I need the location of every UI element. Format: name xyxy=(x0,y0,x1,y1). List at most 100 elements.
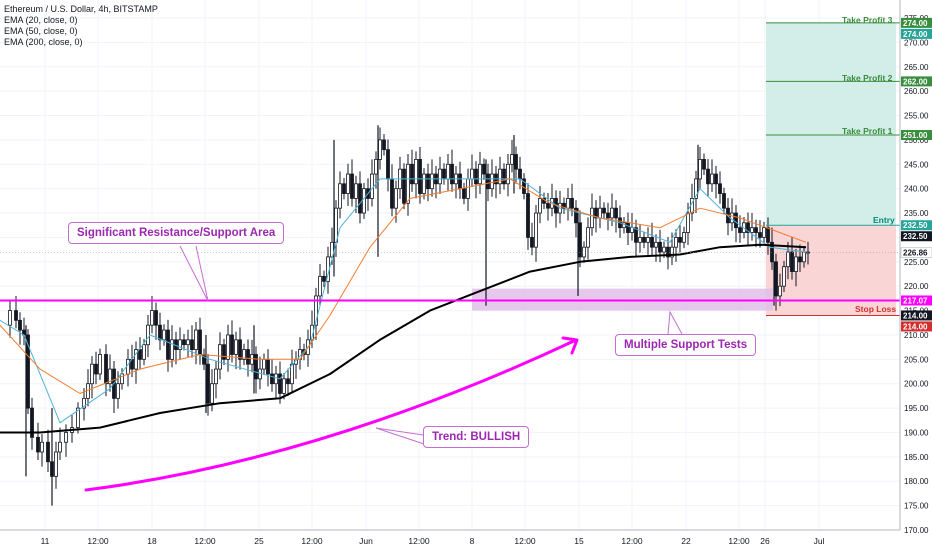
candle-body xyxy=(138,349,142,360)
candle-body xyxy=(478,163,482,185)
price-tag-dark: 232.50 xyxy=(901,231,932,242)
candle-body xyxy=(338,183,342,209)
candle-body xyxy=(314,295,318,326)
candle-body xyxy=(374,159,378,175)
price-tick-label: 245.00 xyxy=(904,160,929,169)
candle-body xyxy=(342,183,346,194)
candle-body xyxy=(76,407,80,429)
candle-body xyxy=(98,354,102,375)
price-tick-label: 225.00 xyxy=(904,258,929,267)
price-tag-label: 217.07 xyxy=(903,296,928,305)
candle-body xyxy=(234,339,238,355)
resistance-callout-pointer xyxy=(179,245,209,302)
candle-body xyxy=(108,368,112,385)
profit-zone xyxy=(766,22,896,226)
price-tag-teal: 232.50 xyxy=(901,220,932,231)
price-tick-label: 200.00 xyxy=(904,380,929,389)
candle-body xyxy=(646,237,650,243)
candle-body xyxy=(58,441,62,453)
price-tick-label: 260.00 xyxy=(904,87,929,96)
price-tag-label: 214.00 xyxy=(903,322,928,331)
candle-body xyxy=(702,159,706,170)
time-tick-label: Jun xyxy=(359,536,373,546)
ema20-legend: EMA (20, close, 0) xyxy=(4,15,78,25)
price-tag-last: 226.86 xyxy=(900,247,932,259)
candle-body xyxy=(482,163,486,175)
price-tick-label: 240.00 xyxy=(904,185,929,194)
candle-body xyxy=(698,159,702,180)
candle-body xyxy=(458,173,462,190)
candle-body xyxy=(670,246,674,258)
price-tag-box xyxy=(901,231,932,242)
candle-body xyxy=(274,373,278,385)
annotation-arrows xyxy=(84,245,683,492)
price-tag-label: 232.50 xyxy=(903,232,928,241)
candle-body xyxy=(182,339,186,346)
price-tag-tp: 262.00 xyxy=(901,76,932,87)
candle-body xyxy=(470,168,474,180)
candle-body xyxy=(594,207,598,219)
candle-body xyxy=(120,373,124,385)
price-tick-label: 175.00 xyxy=(904,502,929,511)
candle-body xyxy=(214,368,218,385)
resistance-callout[interactable]: Significant Resistance/Support Area xyxy=(68,222,285,244)
price-tag-label: 274.00 xyxy=(903,19,928,28)
candle-body xyxy=(758,232,762,238)
candle-body xyxy=(730,212,734,224)
price-tag-label: 262.00 xyxy=(903,77,928,86)
candle-body xyxy=(30,407,34,438)
candle-body xyxy=(242,349,246,360)
candle-body xyxy=(350,173,354,199)
candle-body xyxy=(358,183,362,214)
candle-body xyxy=(722,193,726,209)
candle-body xyxy=(734,212,738,229)
candle-body xyxy=(498,168,502,185)
ema50-line xyxy=(0,178,807,394)
stop-loss-label: Stop Loss xyxy=(855,304,897,314)
trade-zones xyxy=(472,22,896,316)
price-tick-label: 220.00 xyxy=(904,282,929,291)
candle-body xyxy=(334,207,338,243)
time-tick-label: 12:00 xyxy=(301,536,323,546)
candle-body xyxy=(566,198,570,209)
candle-body xyxy=(370,173,374,199)
candle-body xyxy=(154,310,158,326)
price-axis[interactable]: 170.00 175.00 180.00 185.00 190.00 195.00 200.… xyxy=(899,0,932,550)
candle-body xyxy=(418,159,422,194)
candle-body xyxy=(194,329,198,350)
candle-body xyxy=(650,237,654,248)
candle-body xyxy=(426,173,430,190)
candle-body xyxy=(8,310,12,326)
price-tick-label: 270.00 xyxy=(904,38,929,47)
candle-body xyxy=(714,173,718,185)
candle-body xyxy=(782,266,786,287)
candle-body xyxy=(658,241,662,253)
entry-label: Entry xyxy=(873,215,895,225)
candle-body xyxy=(774,261,778,297)
candle-body xyxy=(510,154,514,165)
support-tests-callout[interactable]: Multiple Support Tests xyxy=(615,334,757,356)
candle-body xyxy=(638,237,642,243)
price-tick-label: 250.00 xyxy=(904,136,929,145)
ema50-legend: EMA (50, close, 0) xyxy=(4,26,78,36)
ema200-legend: EMA (200, close, 0) xyxy=(4,37,83,47)
ema-lines xyxy=(0,178,807,434)
take-profit-2-label: Take Profit 2 xyxy=(842,73,893,83)
candle-body xyxy=(406,163,410,204)
candle-body xyxy=(474,168,478,185)
chart-grid xyxy=(0,0,900,531)
trend-callout[interactable]: Trend: BULLISH xyxy=(423,426,530,448)
candle-body xyxy=(238,339,242,360)
price-tick-label: 210.00 xyxy=(904,331,929,340)
price-tag-box xyxy=(901,76,932,87)
time-axis[interactable]: 11 12:00 18 12:00 25 12:00 Jun 12:00 8 12:00 15 12:… xyxy=(0,529,900,546)
candle-body xyxy=(226,334,230,360)
time-tick-label: 15 xyxy=(574,536,584,546)
price-tag-teal: 274.00 xyxy=(901,28,932,39)
candle-body xyxy=(166,329,170,360)
time-tick-label: 11 xyxy=(41,536,50,546)
price-tag-box xyxy=(901,130,932,141)
candle-body xyxy=(466,178,470,199)
candle-body xyxy=(786,251,790,268)
